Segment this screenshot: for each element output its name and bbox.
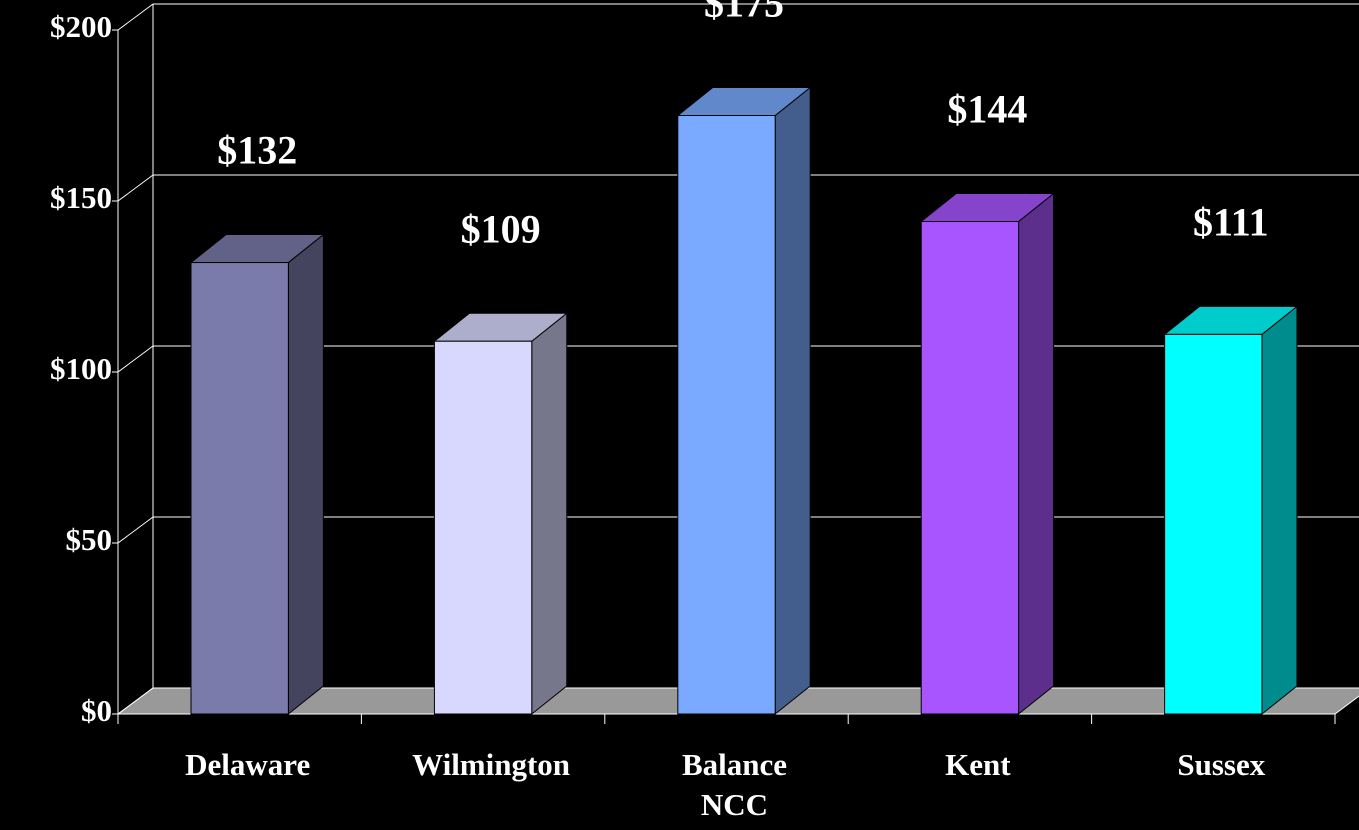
bar-side: [774, 86, 811, 716]
bar-side: [1018, 192, 1055, 716]
value-label: $175: [704, 0, 784, 26]
y-tick-label: $150: [50, 180, 112, 215]
bar: [1164, 333, 1263, 715]
wall-edge-diag: [117, 174, 154, 202]
value-label: $109: [461, 206, 541, 251]
value-label: $111: [1193, 200, 1269, 245]
bar-side: [287, 233, 324, 716]
bar-side: [531, 312, 568, 716]
value-label: $132: [217, 128, 297, 173]
bar: [920, 221, 1020, 715]
bar: [677, 115, 776, 715]
x-tick-label: Sussex: [1177, 747, 1266, 782]
x-tick-label: Wilmington: [412, 747, 571, 782]
bar: [433, 340, 533, 715]
x-tick-label: Kent: [945, 747, 1011, 782]
wall-edge-diag: [117, 687, 154, 715]
wall-edge-diag: [117, 3, 154, 31]
y-tick-label: $50: [66, 522, 113, 557]
y-tick-label: $100: [50, 351, 112, 386]
y-tick-label: $200: [50, 9, 112, 44]
x-tick-label: Delaware: [185, 747, 311, 782]
wall-edge-diag: [117, 516, 154, 544]
x-tick-label: Balance NCC: [681, 747, 788, 822]
value-label: $144: [947, 87, 1027, 132]
y-tick-label: $0: [81, 693, 112, 728]
bar: [190, 262, 289, 715]
bar-side: [1261, 305, 1298, 716]
wall-edge-diag: [117, 345, 154, 373]
